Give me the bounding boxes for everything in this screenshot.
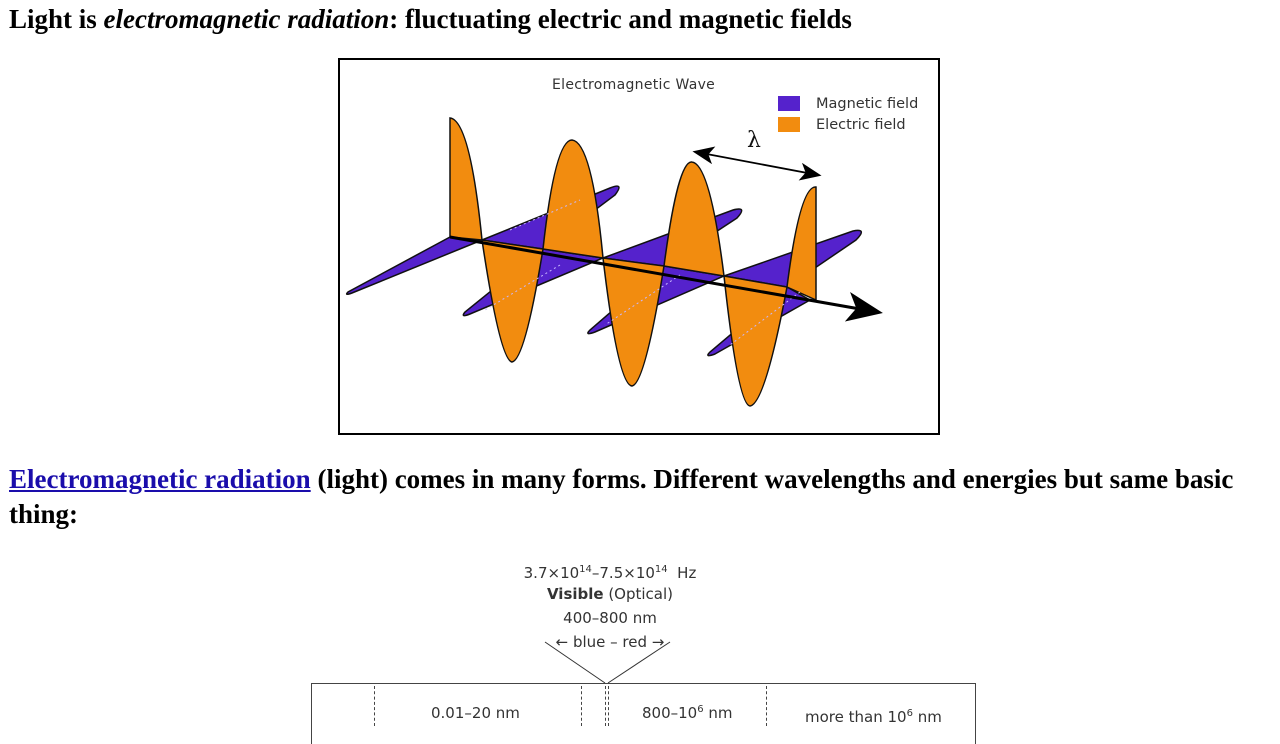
heading-suffix: : fluctuating electric and magnetic fiel… (389, 4, 852, 34)
band-label-xray: 0.01–20 nm (431, 704, 520, 722)
legend-label: Magnetic field (816, 95, 919, 112)
electric-field-lobes (449, 117, 817, 407)
wavelength-symbol: λ (747, 128, 761, 153)
magnetic-swatch-icon (778, 96, 800, 111)
legend-item-electric: Electric field (778, 114, 918, 135)
band-divider (608, 686, 609, 726)
legend-label: Electric field (816, 116, 906, 133)
visible-label: Visible (Optical) (546, 585, 674, 603)
paragraph-text: (light) comes in many forms. Different w… (9, 464, 1234, 529)
visible-wavelength-range: 400–800 nm (563, 609, 657, 627)
visible-band-callout: 3.7×1014–7.5×1014 Hz Visible (Optical) 4… (470, 558, 750, 654)
legend-item-magnetic: Magnetic field (778, 93, 918, 114)
wave-legend: Magnetic field Electric field (778, 93, 918, 135)
wavelength-arrow (692, 146, 822, 181)
em-radiation-link[interactable]: Electromagnetic radiation (9, 464, 311, 494)
intro-paragraph: Electromagnetic radiation (light) comes … (9, 462, 1274, 532)
band-label-radio: more than 106 nm (805, 708, 942, 726)
spectrum-bar: 0.01–20 nm 800–106 nm more than 106 nm (311, 683, 976, 744)
heading-emphasis: electromagnetic radiation (103, 4, 390, 34)
heading-prefix: Light is (9, 4, 104, 34)
band-divider (581, 686, 582, 726)
band-divider (374, 686, 375, 726)
electric-swatch-icon (778, 117, 800, 132)
band-divider (605, 686, 606, 726)
band-label-infrared: 800–106 nm (642, 704, 733, 722)
wave-figure-title: Electromagnetic Wave (552, 77, 716, 93)
frequency-range: 3.7×1014–7.5×1014 Hz (523, 564, 697, 582)
em-wave-illustration (345, 117, 883, 407)
band-divider (766, 686, 767, 726)
page-heading: Light is electromagnetic radiation: fluc… (9, 2, 852, 36)
visible-pointer-lines (544, 641, 671, 684)
propagation-axis (449, 235, 883, 322)
em-wave-figure: Electromagnetic Wave Magnetic field Elec… (338, 58, 940, 435)
color-range: ← blue – red → (555, 633, 665, 651)
